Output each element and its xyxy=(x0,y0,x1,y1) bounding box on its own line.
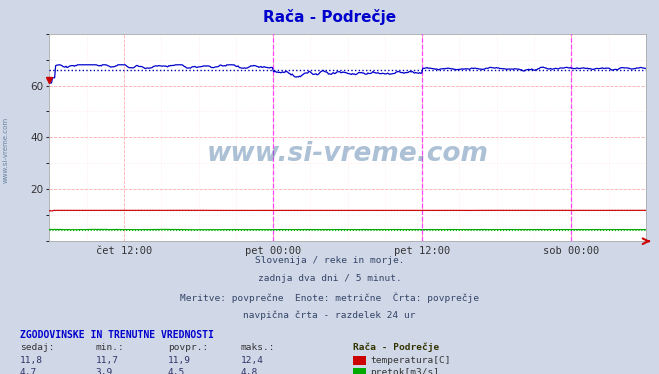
Text: ZGODOVINSKE IN TRENUTNE VREDNOSTI: ZGODOVINSKE IN TRENUTNE VREDNOSTI xyxy=(20,331,214,340)
Text: sob 00:00: sob 00:00 xyxy=(543,246,600,256)
Text: Meritve: povprečne  Enote: metrične  Črta: povprečje: Meritve: povprečne Enote: metrične Črta:… xyxy=(180,292,479,303)
Text: sedaj:: sedaj: xyxy=(20,343,54,352)
Text: 11,8: 11,8 xyxy=(20,356,43,365)
Text: 11,9: 11,9 xyxy=(168,356,191,365)
Text: zadnja dva dni / 5 minut.: zadnja dva dni / 5 minut. xyxy=(258,274,401,283)
Text: pet 12:00: pet 12:00 xyxy=(394,246,450,256)
Text: pet 00:00: pet 00:00 xyxy=(245,246,301,256)
Text: Rača - Podrečje: Rača - Podrečje xyxy=(353,343,439,352)
Text: navpična črta - razdelek 24 ur: navpična črta - razdelek 24 ur xyxy=(243,310,416,319)
Text: 12,4: 12,4 xyxy=(241,356,264,365)
Text: 4,8: 4,8 xyxy=(241,368,258,374)
Text: www.si-vreme.com: www.si-vreme.com xyxy=(3,117,9,183)
Text: pretok[m3/s]: pretok[m3/s] xyxy=(370,368,440,374)
Text: 11,7: 11,7 xyxy=(96,356,119,365)
Text: temperatura[C]: temperatura[C] xyxy=(370,356,451,365)
Text: Rača - Podrečje: Rača - Podrečje xyxy=(263,9,396,25)
Text: Slovenija / reke in morje.: Slovenija / reke in morje. xyxy=(255,256,404,265)
Text: 3,9: 3,9 xyxy=(96,368,113,374)
Text: min.:: min.: xyxy=(96,343,125,352)
Text: čet 12:00: čet 12:00 xyxy=(96,246,152,256)
Text: 4,7: 4,7 xyxy=(20,368,37,374)
Text: www.si-vreme.com: www.si-vreme.com xyxy=(207,141,488,167)
Text: maks.:: maks.: xyxy=(241,343,275,352)
Text: povpr.:: povpr.: xyxy=(168,343,208,352)
Text: 4,5: 4,5 xyxy=(168,368,185,374)
